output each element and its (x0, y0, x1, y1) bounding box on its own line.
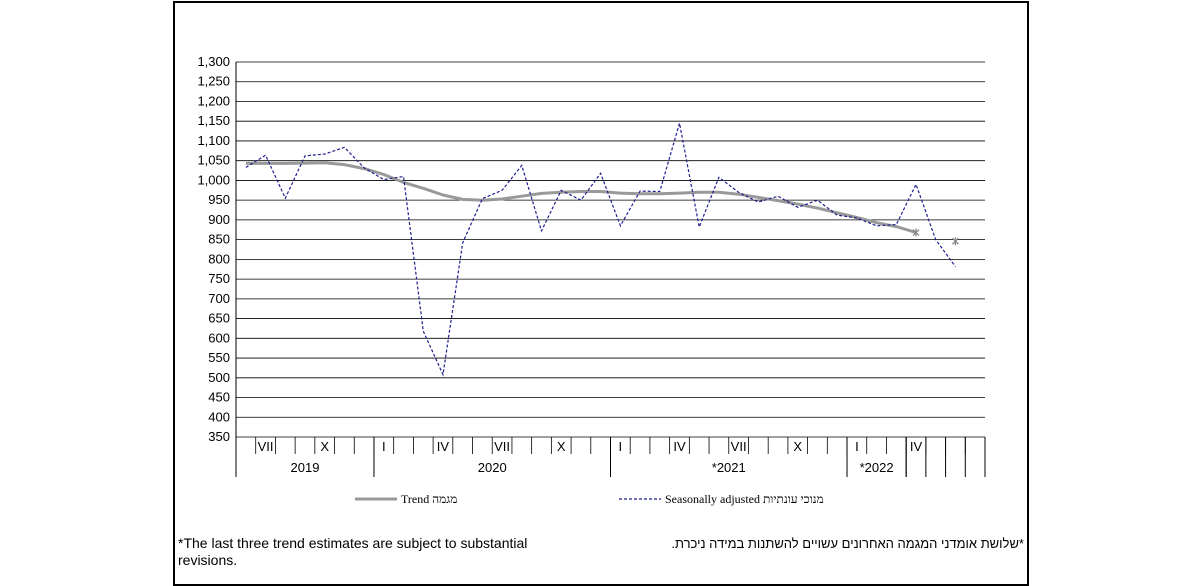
x-tick-label: I (855, 439, 859, 454)
legend-seasonal-label: Seasonally adjusted מנוכי עונתיות (665, 492, 824, 506)
y-tick-label: 600 (208, 330, 230, 345)
y-tick-label: 350 (208, 429, 230, 444)
y-tick-label: 900 (208, 212, 230, 227)
chart-svg: 1,300 1,250 1,200 1,150 1,100 1,050 1,000 950 90… (197, 54, 986, 506)
x-tick-label: IV (437, 439, 450, 454)
year-label: *2022 (860, 460, 894, 475)
year-label: 2020 (478, 460, 507, 475)
x-tick-label: VII (258, 439, 274, 454)
y-tick-label: 750 (208, 271, 230, 286)
y-tick-label: 1,100 (197, 133, 230, 148)
y-tick-label: 650 (208, 311, 230, 326)
x-tick-label: X (320, 439, 329, 454)
footnote-english: *The last three trend estimates are subj… (178, 535, 528, 568)
y-tick-label: 800 (208, 251, 230, 266)
trend-marker (912, 228, 920, 237)
y-tick-label: 500 (208, 370, 230, 385)
y-tick-label: 400 (208, 409, 230, 424)
y-tick-label: 550 (208, 350, 230, 365)
year-label: *2021 (712, 460, 746, 475)
legend-trend-label: Trend מגמה (401, 492, 457, 506)
x-tick-label: IV (910, 439, 923, 454)
x-tick-label: VII (494, 439, 510, 454)
y-tick-label: 1,300 (197, 54, 230, 69)
y-tick-label: 1,250 (197, 74, 230, 89)
y-tick-label: 950 (208, 192, 230, 207)
trend-line (245, 161, 917, 234)
y-tick-label: 700 (208, 291, 230, 306)
x-tick-label: VII (731, 439, 747, 454)
x-tick-label: IV (673, 439, 686, 454)
y-tick-label: 1,050 (197, 153, 230, 168)
y-tick-label: 850 (208, 232, 230, 247)
x-tick-label: X (793, 439, 802, 454)
year-label: 2019 (291, 460, 320, 475)
chart-frame: 1,300 1,250 1,200 1,150 1,100 1,050 1,000 950 90… (173, 1, 1029, 586)
seasonal-line (245, 123, 956, 377)
y-tick-label: 450 (208, 390, 230, 405)
y-tick-label: 1,200 (197, 93, 230, 108)
y-tick-label: 1,000 (197, 172, 230, 187)
y-tick-label: 1,150 (197, 113, 230, 128)
trend-marker (951, 237, 959, 246)
x-tick-label: X (557, 439, 566, 454)
footnote-hebrew: *שלושת אומדני המגמה האחרונים עשויים להשת… (671, 536, 1024, 551)
x-tick-label: I (382, 439, 386, 454)
x-tick-label: I (619, 439, 623, 454)
